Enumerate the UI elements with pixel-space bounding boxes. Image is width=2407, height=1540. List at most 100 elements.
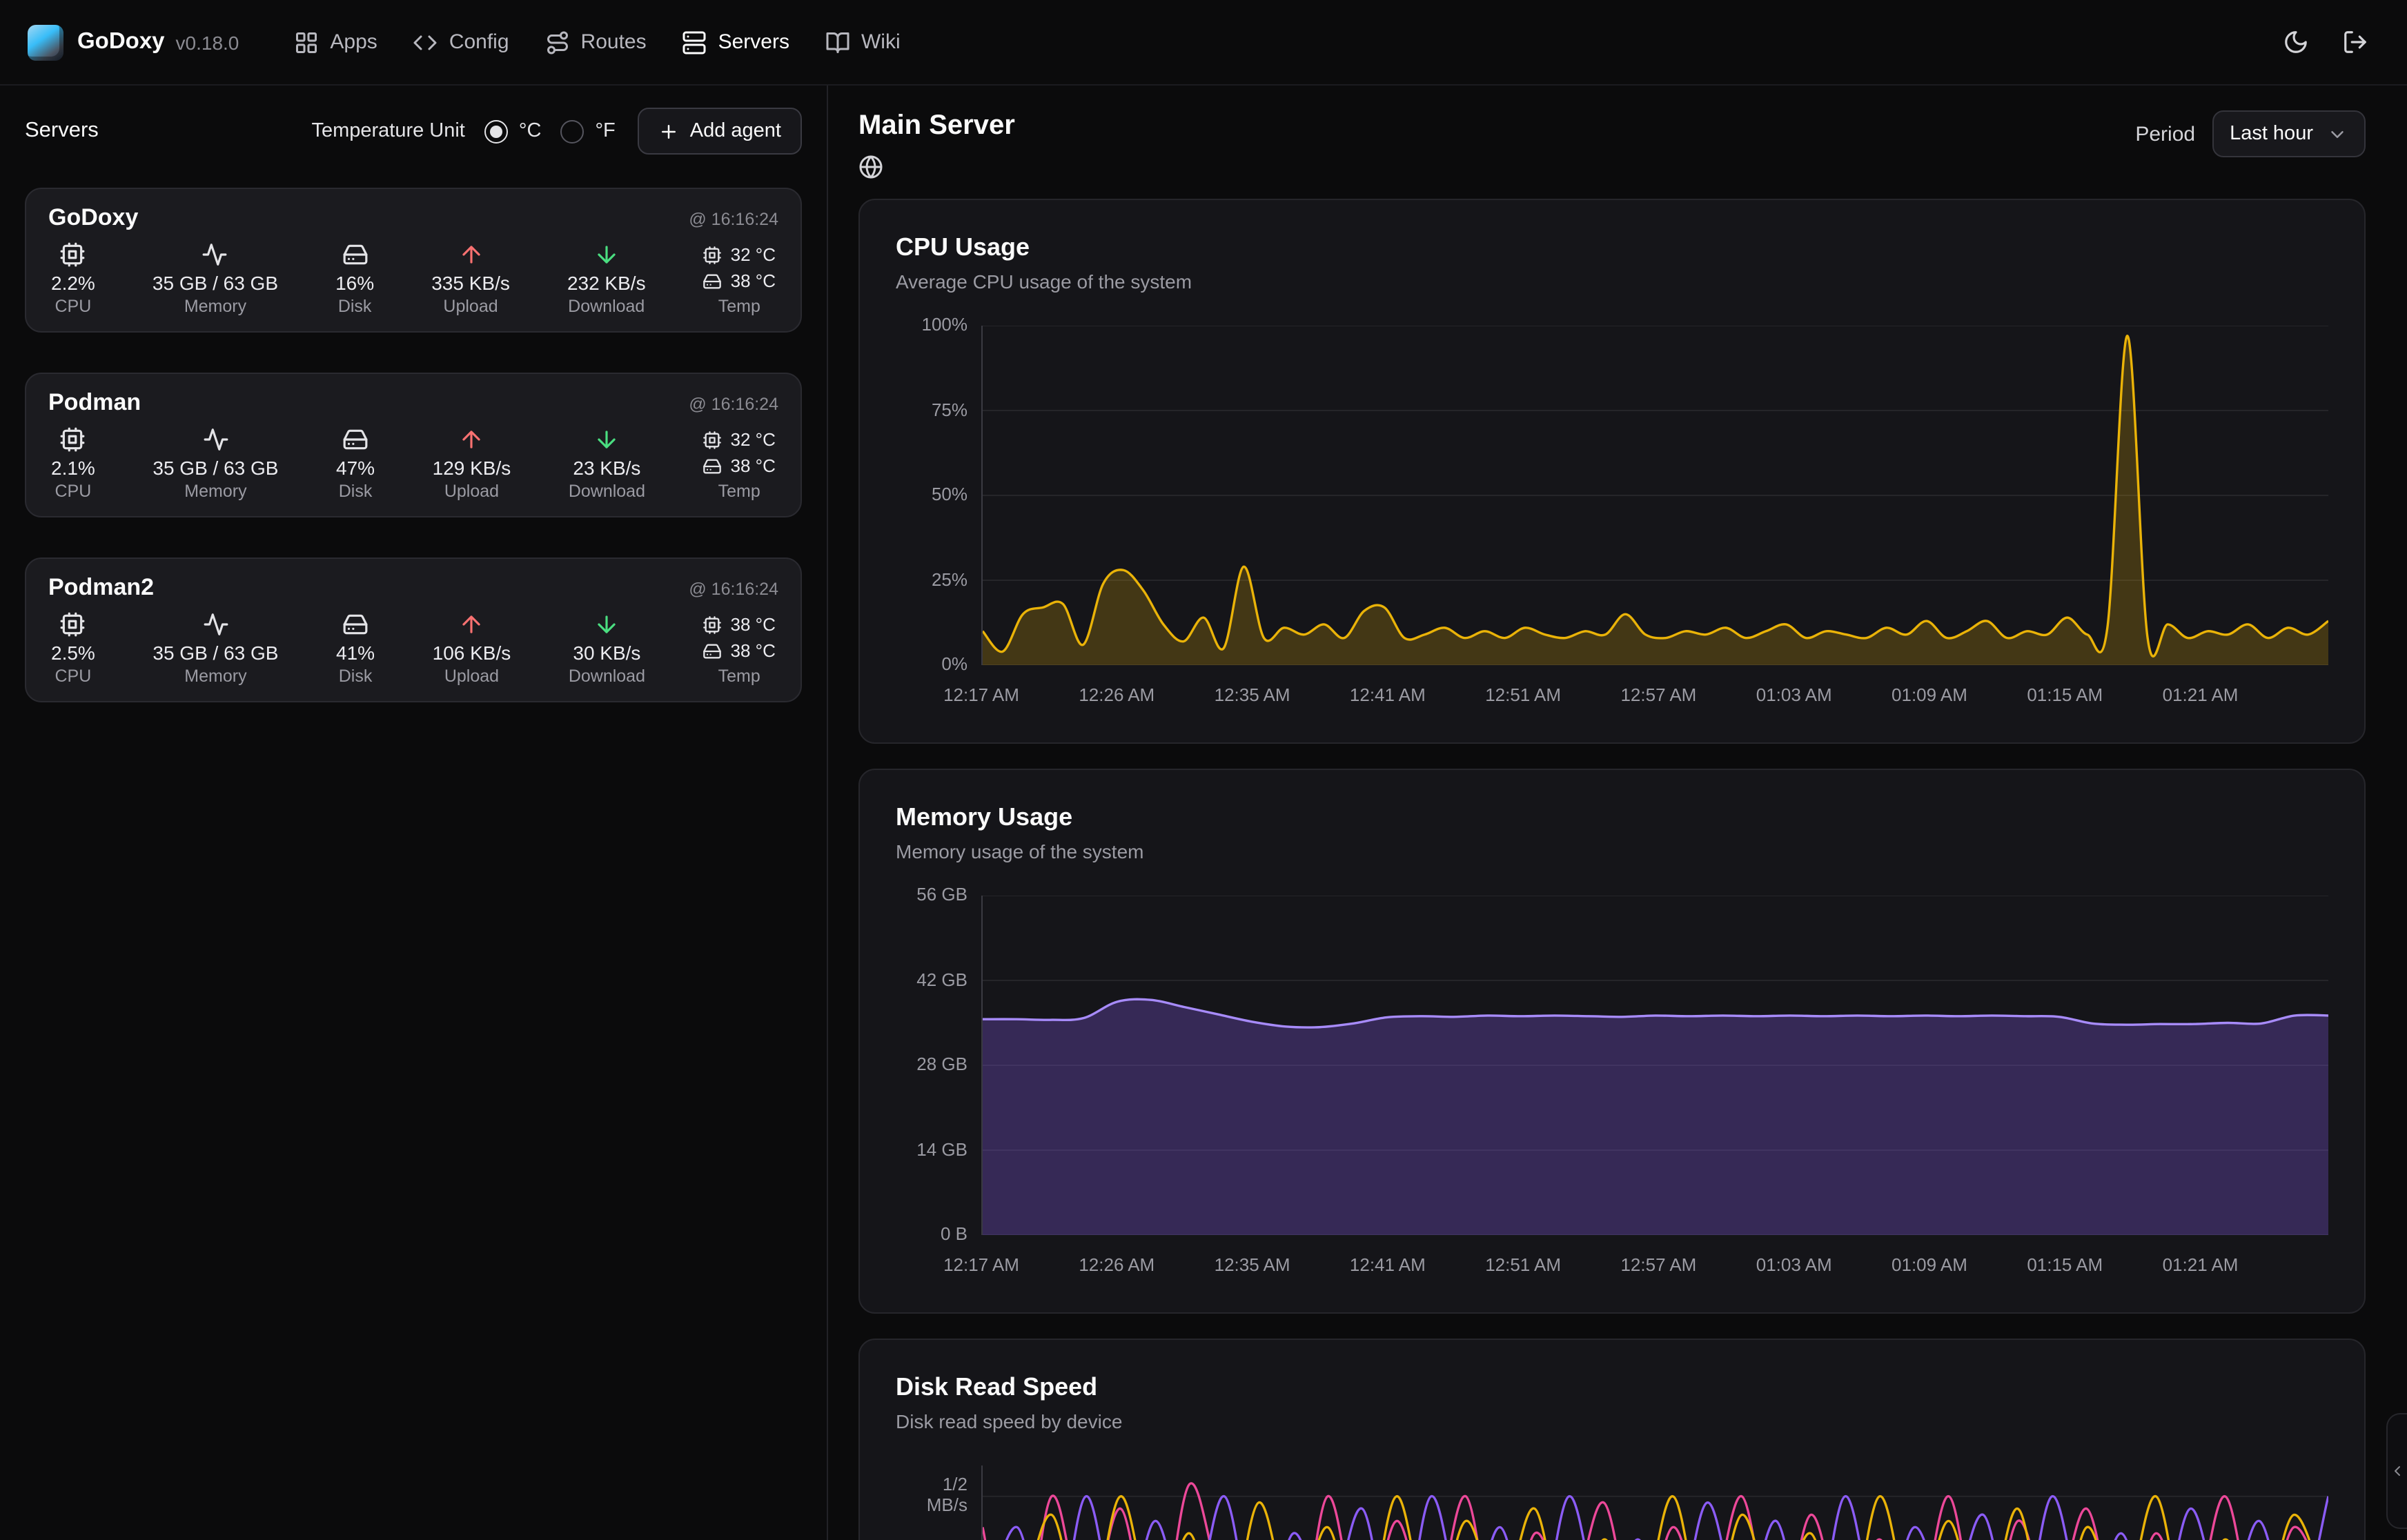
disk-read-speed-card: Disk Read Speed Disk read speed by devic… xyxy=(858,1339,2366,1540)
server-name: Podman xyxy=(48,389,141,415)
nav-item-wiki[interactable]: Wiki xyxy=(812,19,914,66)
download-value: 23 KB/s xyxy=(573,457,641,479)
nav-item-label: Wiki xyxy=(861,30,901,54)
server-name: GoDoxy xyxy=(48,204,139,230)
memory-label: Memory xyxy=(184,667,247,686)
chart-svg xyxy=(983,326,2328,665)
upload-value: 335 KB/s xyxy=(431,272,510,294)
cpu-temp-icon xyxy=(703,245,723,264)
cpu-temp-row: 38 °C xyxy=(703,611,776,638)
main-header: Main Server Period Last hour xyxy=(858,108,2366,179)
radio-fahrenheit[interactable]: °F xyxy=(560,119,616,143)
x-tick-label: 12:17 AM xyxy=(943,1254,1019,1275)
godoxy-logo-icon xyxy=(28,24,63,60)
main-nav: Apps Config Routes Servers Wiki xyxy=(280,19,914,66)
disk-temp-icon xyxy=(703,456,723,475)
disk-temp-icon xyxy=(703,271,723,290)
fahrenheit-label: °F xyxy=(595,120,616,142)
temp-label: Temp xyxy=(718,667,760,686)
metric-temp: 38 °C 38 °C Temp xyxy=(703,611,776,686)
chart-subtitle: Average CPU usage of the system xyxy=(896,270,1192,293)
cpu-value: 2.1% xyxy=(51,457,95,479)
servers-panel-header: Servers Temperature Unit °C °F Add agent xyxy=(25,108,802,155)
y-axis-labels: 1/2 MB/s xyxy=(896,1465,981,1540)
metric-download: 23 KB/s Download xyxy=(569,426,645,501)
collapse-panel-button[interactable] xyxy=(2386,1413,2407,1529)
radio-celsius-indicator[interactable] xyxy=(484,119,508,143)
upload-arrow-icon xyxy=(458,426,484,453)
x-tick-label: 12:35 AM xyxy=(1214,684,1290,705)
cpu-label: CPU xyxy=(55,297,92,316)
chart-plot-area[interactable] xyxy=(981,896,2328,1235)
cpu-label: CPU xyxy=(55,482,92,501)
logout-button[interactable] xyxy=(2331,18,2379,66)
radio-fahrenheit-indicator[interactable] xyxy=(560,119,584,143)
chevron-down-icon xyxy=(2327,124,2348,144)
x-axis-labels: 12:17 AM 12:26 AM 12:35 AM 12:41 AM 12:51 AM… xyxy=(943,665,2328,709)
server-name: Podman2 xyxy=(48,574,155,600)
server-card-podman2[interactable]: Podman2 @ 16:16:24 2.5% CPU 35 GB / 63 G… xyxy=(25,557,802,702)
cpu-temp-value: 32 °C xyxy=(730,244,776,265)
upload-label: Upload xyxy=(443,297,498,316)
celsius-label: °C xyxy=(518,120,542,142)
code-icon xyxy=(413,30,438,55)
page-title: Main Server xyxy=(858,110,1015,141)
memory-usage-chart: 56 GB 42 GB 28 GB 14 GB 0 B 12:17 AM 12:26 AM… xyxy=(896,884,2328,1279)
top-navbar: GoDoxy v0.18.0 Apps Config Routes Server xyxy=(0,0,2407,86)
globe-icon[interactable] xyxy=(858,155,883,179)
nav-item-routes[interactable]: Routes xyxy=(531,19,660,66)
add-agent-button[interactable]: Add agent xyxy=(637,108,802,155)
download-label: Download xyxy=(568,667,645,686)
nav-item-servers[interactable]: Servers xyxy=(669,19,803,66)
servers-panel: Servers Temperature Unit °C °F Add agent xyxy=(0,86,828,1540)
temp-label: Temp xyxy=(718,297,760,316)
chart-title: Disk Read Speed xyxy=(896,1373,1098,1401)
period-value: Last hour xyxy=(2230,123,2313,145)
server-card-podman[interactable]: Podman @ 16:16:24 2.1% CPU 35 GB / 63 GB xyxy=(25,373,802,517)
memory-value: 35 GB / 63 GB xyxy=(153,457,279,479)
server-timestamp: @ 16:16:24 xyxy=(689,580,778,599)
brand-name: GoDoxy xyxy=(77,29,165,54)
disk-value: 47% xyxy=(336,457,375,479)
disk-temp-icon xyxy=(703,641,723,660)
upload-value: 129 KB/s xyxy=(432,457,511,479)
y-tick-label: 75% xyxy=(931,399,967,420)
cpu-temp-icon xyxy=(703,615,723,634)
theme-toggle-button[interactable] xyxy=(2272,18,2320,66)
x-axis-labels: 12:17 AM 12:26 AM 12:35 AM 12:41 AM 12:51 AM… xyxy=(943,1235,2328,1279)
nav-item-apps[interactable]: Apps xyxy=(280,19,391,66)
x-tick-label: 12:35 AM xyxy=(1214,1254,1290,1275)
download-value: 30 KB/s xyxy=(573,642,641,664)
y-tick-label: 50% xyxy=(931,484,967,505)
disk-temp-row: 38 °C xyxy=(703,268,776,294)
x-tick-label: 12:41 AM xyxy=(1349,684,1426,705)
metric-download: 232 KB/s Download xyxy=(567,241,646,316)
period-label: Period xyxy=(2135,122,2196,146)
moon-icon xyxy=(2283,29,2309,55)
disk-value: 41% xyxy=(336,642,375,664)
x-tick-label: 12:17 AM xyxy=(943,684,1019,705)
metric-temp: 32 °C 38 °C Temp xyxy=(703,426,776,501)
y-tick-label: 0 B xyxy=(940,1223,967,1245)
cpu-usage-card: CPU Usage Average CPU usage of the syste… xyxy=(858,199,2366,744)
hard-drive-icon xyxy=(342,241,368,268)
chart-svg xyxy=(983,896,2328,1235)
chart-plot-area[interactable] xyxy=(981,1465,2328,1540)
nav-item-config[interactable]: Config xyxy=(400,19,523,66)
server-card-header: Podman @ 16:16:24 xyxy=(48,389,778,418)
memory-activity-icon xyxy=(202,426,228,453)
server-card-godoxy[interactable]: GoDoxy @ 16:16:24 2.2% CPU 35 GB / 63 GB xyxy=(25,188,802,333)
route-icon xyxy=(545,30,570,55)
y-tick-label: 0% xyxy=(941,653,967,675)
nav-item-label: Apps xyxy=(330,30,377,54)
download-value: 232 KB/s xyxy=(567,272,646,294)
radio-celsius[interactable]: °C xyxy=(484,119,542,143)
chart-subtitle: Disk read speed by device xyxy=(896,1410,1123,1432)
apps-grid-icon xyxy=(294,30,319,55)
chart-plot-area[interactable] xyxy=(981,326,2328,665)
x-tick-label: 12:26 AM xyxy=(1079,1254,1155,1275)
metric-disk: 16% Disk xyxy=(335,241,374,316)
panel-title: Servers xyxy=(25,119,99,142)
period-select[interactable]: Last hour xyxy=(2212,110,2366,157)
